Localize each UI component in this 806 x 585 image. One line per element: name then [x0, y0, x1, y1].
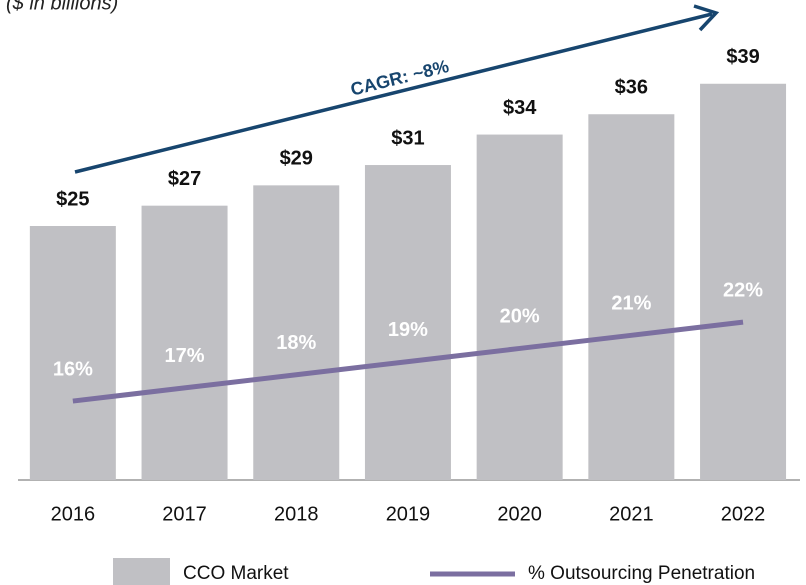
x-tick-label: 2018	[274, 503, 319, 525]
x-tick-label: 2016	[51, 503, 96, 525]
line-value-label: 20%	[500, 306, 540, 328]
legend-label: % Outsourcing Penetration	[528, 563, 755, 584]
line-value-label: 21%	[611, 293, 651, 315]
bar-value-label: $39	[726, 46, 759, 68]
subtitle: ($ in billions)	[6, 0, 118, 14]
bar	[29, 226, 116, 480]
penetration-line	[72, 319, 744, 404]
bar	[588, 114, 675, 481]
bar	[141, 205, 228, 480]
bar-value-label: $36	[615, 77, 648, 99]
line-value-label: 17%	[165, 345, 205, 367]
line-value-label: 22%	[723, 279, 763, 301]
bar	[253, 185, 340, 481]
bar	[700, 83, 787, 480]
x-tick-label: 2017	[162, 503, 207, 525]
line-value-label: 16%	[53, 358, 93, 380]
x-tick-label: 2019	[386, 503, 431, 525]
line-value-label: 18%	[276, 332, 316, 354]
x-tick-label: 2020	[497, 503, 542, 525]
bar-value-label: $31	[391, 127, 424, 149]
line-value-label: 19%	[388, 319, 428, 341]
cagr-arrow	[74, 12, 713, 174]
x-tick-label: 2022	[721, 503, 766, 525]
x-tick-label: 2021	[609, 503, 654, 525]
bar-value-label: $27	[168, 168, 201, 190]
legend-label: CCO Market	[183, 563, 289, 584]
bar	[364, 165, 451, 481]
bar	[476, 134, 563, 480]
bar-value-label: $29	[280, 148, 313, 170]
bar-value-label: $25	[56, 188, 89, 210]
legend-swatch	[113, 558, 170, 585]
bar-value-label: $34	[503, 97, 537, 119]
cagr-arrowhead	[693, 4, 720, 32]
